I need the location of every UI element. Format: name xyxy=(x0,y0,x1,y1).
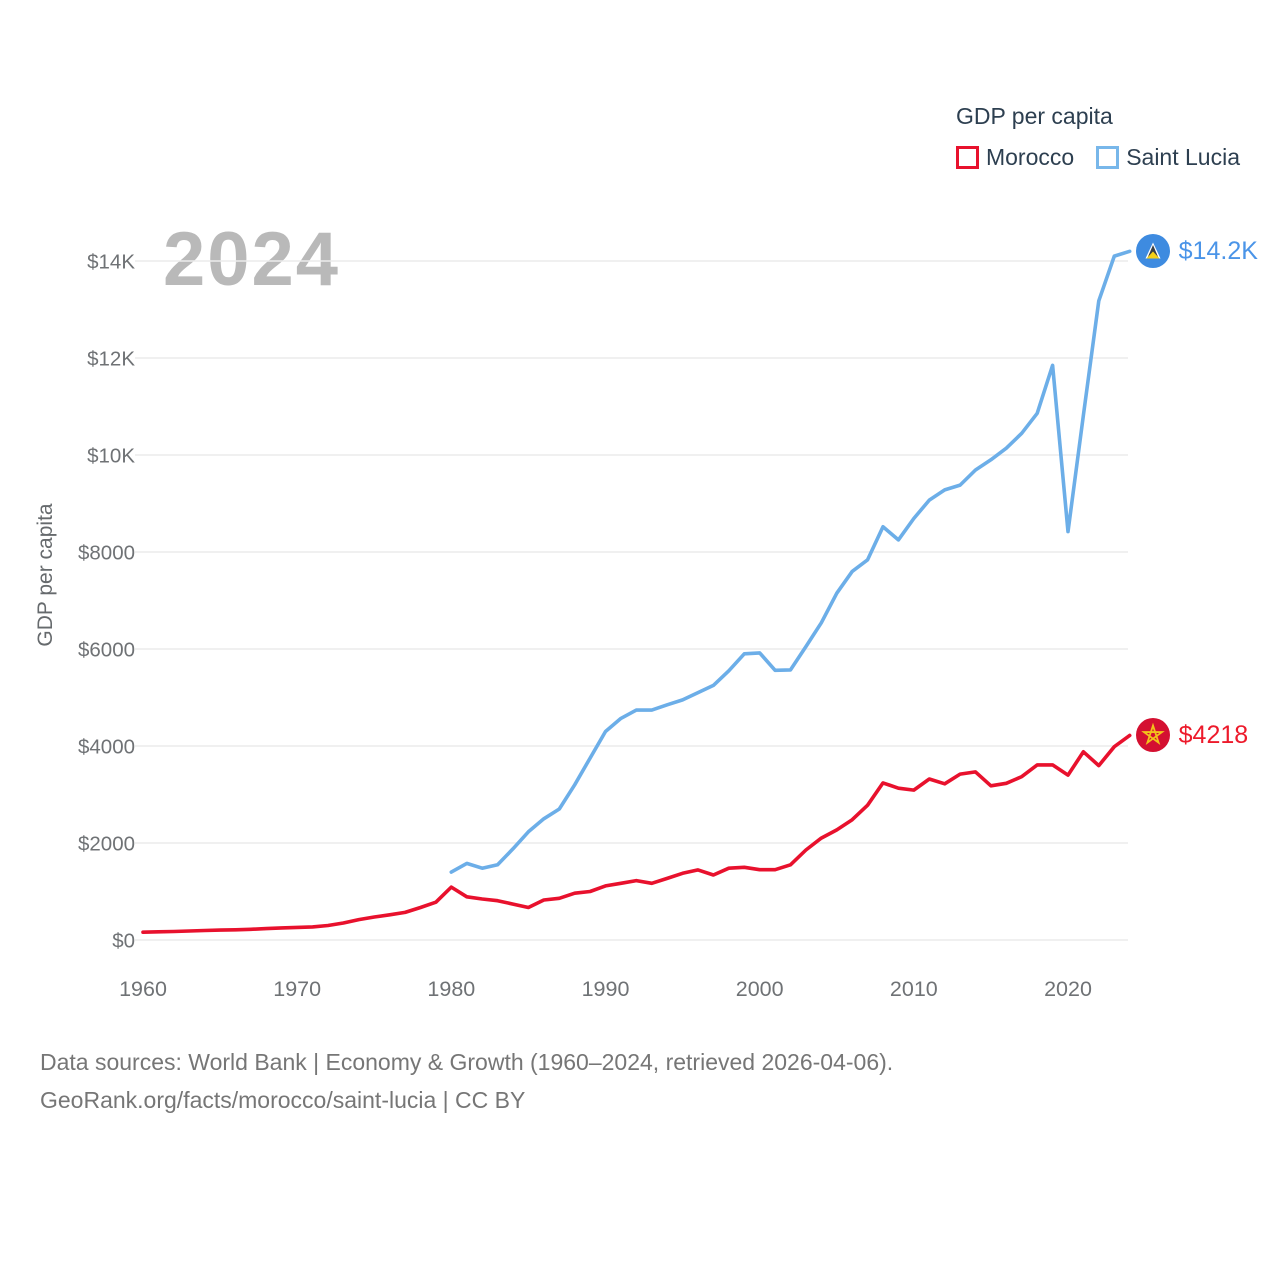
y-tick-label-4: $8000 xyxy=(78,542,135,565)
y-tick-label-7: $14K xyxy=(87,251,135,274)
x-tick-label-2: 1980 xyxy=(427,977,475,1001)
end-label-value-saint-lucia: $14.2K xyxy=(1178,236,1258,265)
x-tick-label-4: 2000 xyxy=(736,977,784,1001)
series-line-morocco xyxy=(141,733,1132,935)
x-tick-label-5: 2010 xyxy=(890,977,938,1001)
series-line-saint-lucia xyxy=(449,249,1132,874)
legend: GDP per capita Morocco Saint Lucia xyxy=(955,103,1240,171)
watermark-year: 2024 xyxy=(163,217,341,302)
morocco-swatch-icon xyxy=(955,146,979,169)
x-tick-label-3: 1990 xyxy=(582,977,630,1001)
footer-line-2: GeoRank.org/facts/morocco/saint-lucia | … xyxy=(40,1086,526,1113)
x-tick-label-6: 2020 xyxy=(1044,977,1092,1001)
saint-lucia-flag-icon xyxy=(1135,234,1170,269)
y-tick-label-5: $10K xyxy=(87,445,135,468)
end-label-morocco: $4218 xyxy=(1135,718,1249,753)
legend-items: Morocco Saint Lucia xyxy=(955,144,1240,171)
footer: Data sources: World Bank | Economy & Gro… xyxy=(40,1044,893,1120)
legend-label-saint-lucia: Saint Lucia xyxy=(1126,144,1240,170)
footer-line-1: Data sources: World Bank | Economy & Gro… xyxy=(40,1049,894,1075)
y-tick-label-1: $2000 xyxy=(78,833,135,856)
y-tick-label-6: $12K xyxy=(87,348,135,371)
y-tick-label-2: $4000 xyxy=(78,736,135,759)
y-tick-label-0: $0 xyxy=(112,930,135,953)
legend-label-morocco: Morocco xyxy=(985,144,1075,170)
legend-title: GDP per capita xyxy=(955,103,1113,129)
saint-lucia-swatch-icon xyxy=(1096,146,1120,169)
x-tick-label-0: 1960 xyxy=(119,977,167,1001)
legend-item-morocco[interactable]: Morocco xyxy=(955,144,1075,171)
y-tick-label-3: $6000 xyxy=(78,639,135,662)
end-label-value-morocco: $4218 xyxy=(1178,720,1249,749)
x-tick-label-1: 1970 xyxy=(273,977,321,1001)
morocco-flag-icon xyxy=(1135,718,1170,753)
legend-item-saint-lucia[interactable]: Saint Lucia xyxy=(1096,144,1240,171)
end-label-saint-lucia: $14.2K xyxy=(1135,234,1258,269)
